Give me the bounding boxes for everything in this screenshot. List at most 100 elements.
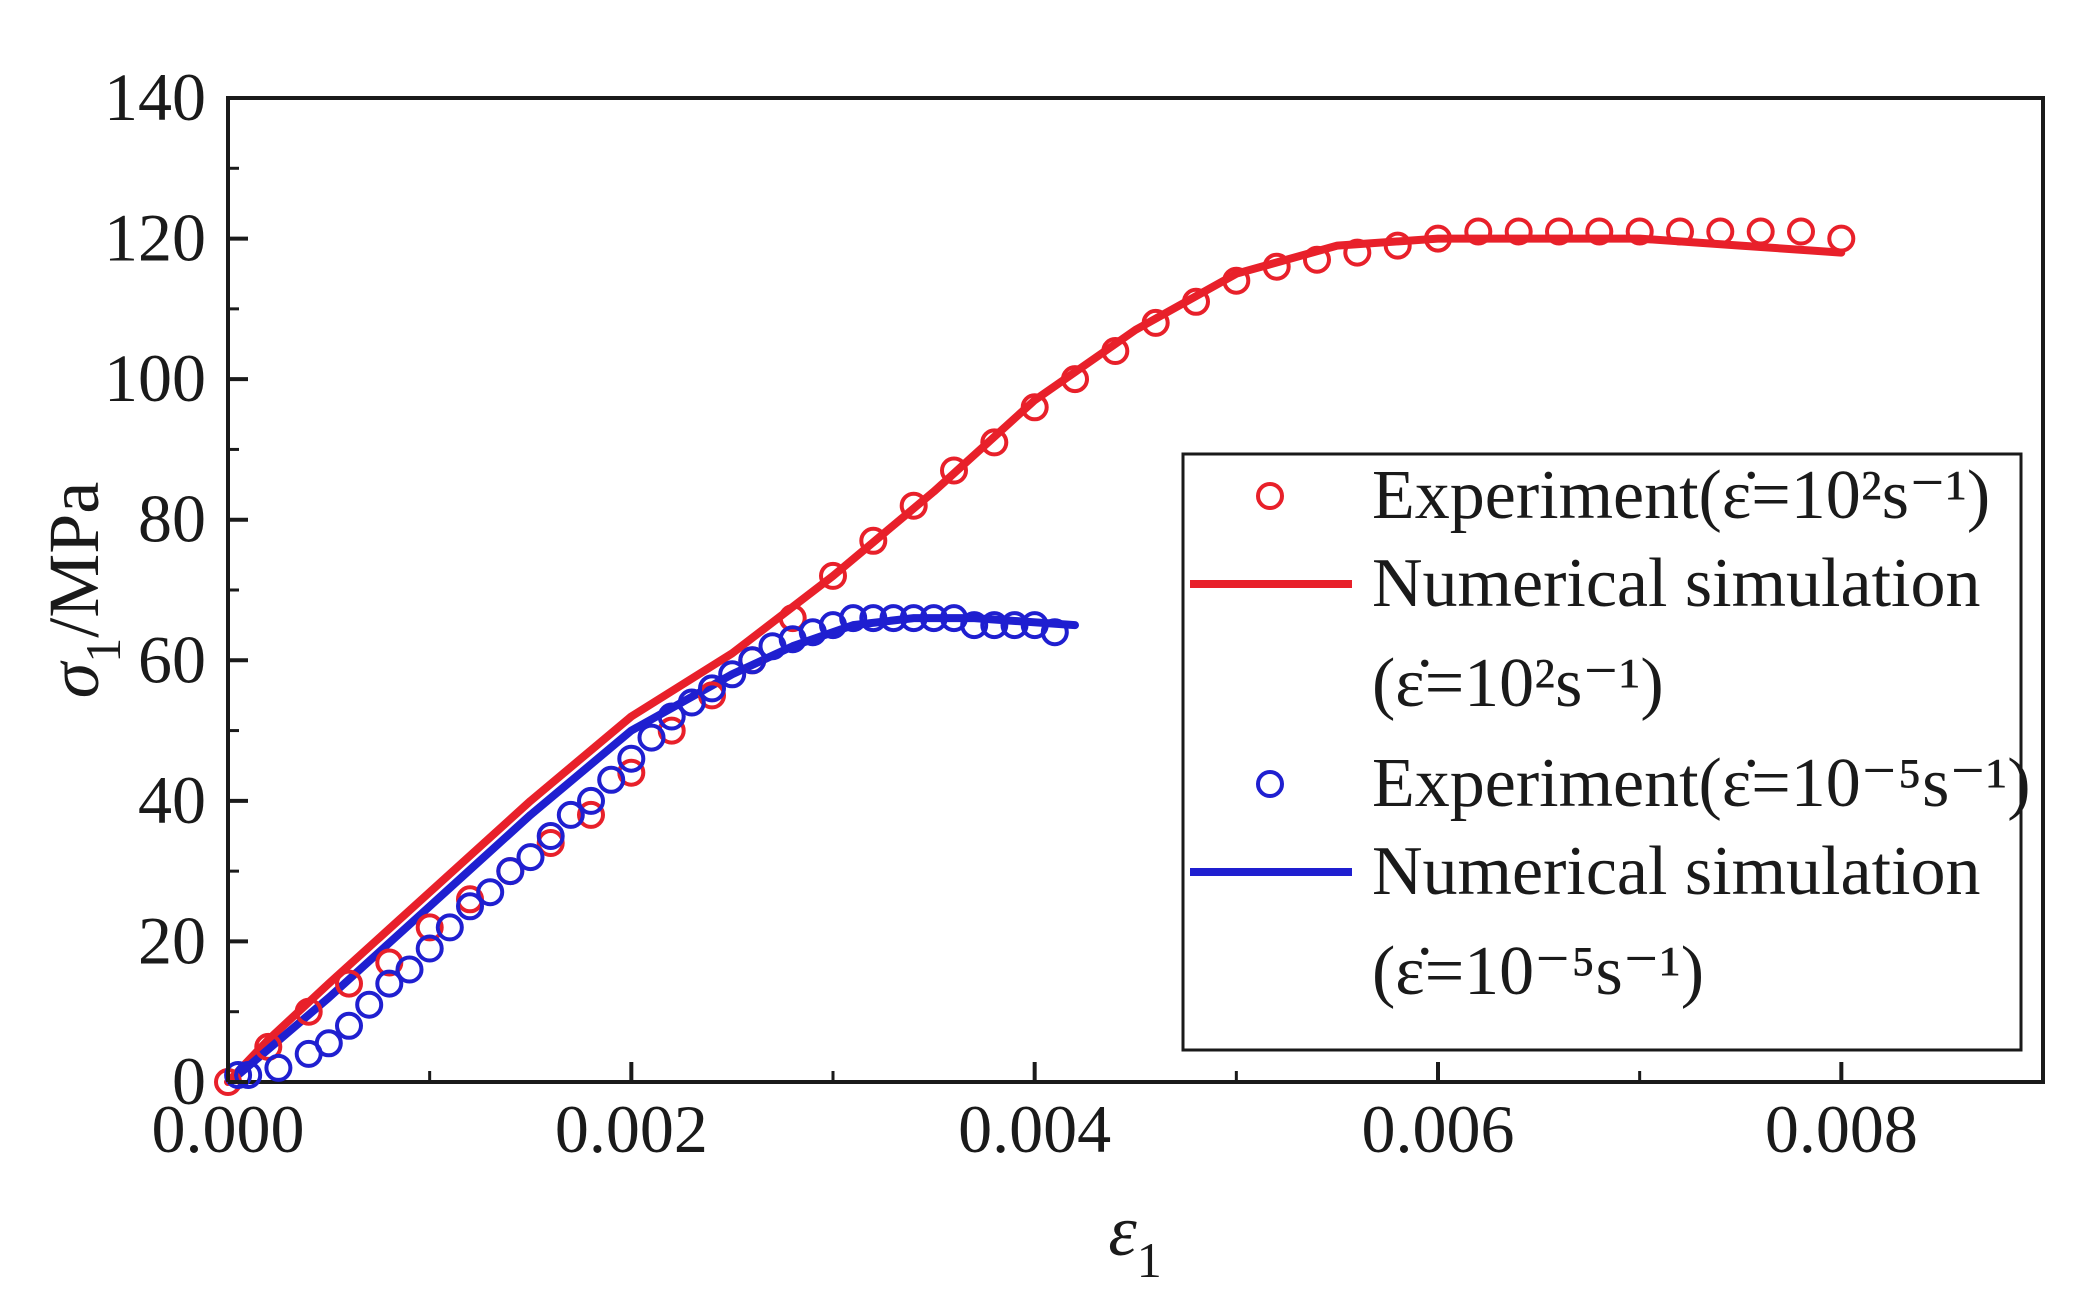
legend: Experiment(ε̇=10²s⁻¹) Numerical simulatio…	[1181, 452, 2031, 1052]
legend-label: (ε̇=10⁻⁵s⁻¹)	[1372, 933, 1704, 1010]
experiment-point	[476, 878, 505, 907]
axis-ticks-group	[226, 96, 1844, 1084]
experiment-point	[1343, 238, 1372, 267]
experiment-point	[536, 822, 565, 850]
y-tick-label: 120	[104, 200, 206, 276]
experiment-point	[1020, 393, 1049, 422]
experiment-point	[718, 660, 747, 689]
y-tick-label: 140	[104, 59, 206, 135]
experiment-point	[859, 526, 888, 555]
experiment-point	[1585, 217, 1614, 246]
experiment-point	[355, 990, 384, 1019]
experiment-point	[415, 913, 444, 942]
experiment-point	[264, 1053, 293, 1082]
y-axis-label-symbol: σ	[34, 660, 114, 698]
experiment-point	[1141, 308, 1170, 337]
x-tick-label: 0.006	[1362, 1091, 1515, 1167]
experiment-point	[657, 702, 686, 731]
experiment-point	[375, 969, 404, 998]
experiment-point	[1182, 287, 1210, 316]
y-tick-label: 20	[138, 902, 206, 978]
experiment-point	[1383, 231, 1412, 260]
x-tick-label: 0.002	[555, 1091, 708, 1167]
experiment-point	[294, 997, 323, 1026]
x-tick-label: 0.000	[152, 1091, 305, 1167]
experiment-point	[980, 428, 1009, 457]
experiment-point	[314, 1029, 343, 1058]
experiment-point	[677, 688, 706, 717]
y-axis-label-subscript: 1	[75, 638, 131, 663]
experiment-point	[1262, 252, 1291, 281]
experiment-point	[335, 1011, 363, 1040]
experiment-point	[435, 913, 464, 942]
experiment-point	[1222, 266, 1251, 295]
experiment-point	[1827, 224, 1856, 253]
experiment-point	[1000, 611, 1029, 640]
experiment-point	[698, 674, 726, 703]
experiment-point	[1101, 337, 1130, 365]
experiment-point	[577, 786, 605, 815]
experiment-point	[899, 604, 928, 633]
y-tick-label: 40	[138, 762, 206, 838]
y-axis-label-unit: /MPa	[34, 482, 114, 638]
experiment-point	[859, 604, 888, 633]
x-axis-label-symbol: ε	[1108, 1191, 1137, 1271]
legend-label: Numerical simulation	[1372, 833, 1980, 910]
x-tick-label: 0.008	[1765, 1091, 1918, 1167]
experiment-point	[819, 561, 847, 590]
experiment-point	[577, 800, 605, 829]
legend-marker-circle	[1256, 770, 1284, 798]
experiment-point	[1061, 365, 1089, 394]
experiment-point	[1040, 618, 1069, 647]
experiment-point	[1424, 224, 1452, 253]
experiment-point	[738, 646, 767, 675]
experiment-point	[980, 611, 1009, 640]
experiment-point	[879, 604, 908, 633]
experiment-point	[778, 604, 807, 633]
y-tick-label: 60	[138, 621, 206, 697]
experiment-point	[516, 843, 545, 872]
experiment-point	[919, 604, 948, 633]
experiment-point	[415, 934, 444, 963]
experiment-point	[1464, 217, 1493, 246]
experiment-point	[637, 723, 666, 752]
experiment-point	[496, 857, 525, 886]
data-series-group	[214, 217, 1856, 1096]
y-axis-label: σ1/MPa	[34, 482, 131, 699]
experiment-point	[617, 744, 646, 773]
simulation-line	[234, 614, 1079, 1079]
x-axis-label-subscript: 1	[1137, 1232, 1162, 1288]
experiment-point	[234, 1061, 263, 1089]
experiment-point	[1504, 217, 1533, 246]
legend-marker-circle	[1256, 482, 1284, 510]
experiment-point	[395, 955, 424, 984]
x-tick-label: 0.004	[958, 1091, 1111, 1167]
legend-label: (ε̇=10²s⁻¹)	[1372, 645, 1664, 722]
experiment-point	[335, 969, 363, 998]
experiment-point	[1545, 217, 1573, 246]
experiment-point	[1666, 217, 1694, 246]
experiment-point	[1706, 217, 1735, 246]
experiment-point	[1303, 245, 1331, 274]
experiment-point	[839, 604, 868, 633]
legend-label: Numerical simulation	[1372, 545, 1980, 622]
experiment-point	[597, 765, 626, 794]
experiment-point	[456, 892, 484, 921]
y-tick-label: 100	[104, 340, 206, 416]
experiment-point	[899, 491, 928, 520]
experiment-point	[960, 611, 989, 640]
experiment-point	[556, 800, 585, 829]
legend-label: Experiment(ε̇=10²s⁻¹)	[1372, 457, 1990, 534]
x-axis-label: ε1	[1108, 1191, 1161, 1288]
legend-label: Experiment(ε̇=10⁻⁵s⁻¹)	[1372, 745, 2031, 822]
experiment-point	[940, 456, 968, 485]
experiment-point	[1625, 217, 1654, 246]
experiment-point	[1787, 217, 1815, 246]
y-tick-label: 80	[138, 481, 206, 557]
y-tick-label: 0	[172, 1043, 206, 1119]
experiment-point	[1746, 217, 1775, 246]
axis-tick-labels-group: 0.000 0.002 0.004 0.006 0.008 0 20 40 60 80 100 120…	[104, 59, 1918, 1167]
legend-box	[1181, 452, 2023, 1052]
